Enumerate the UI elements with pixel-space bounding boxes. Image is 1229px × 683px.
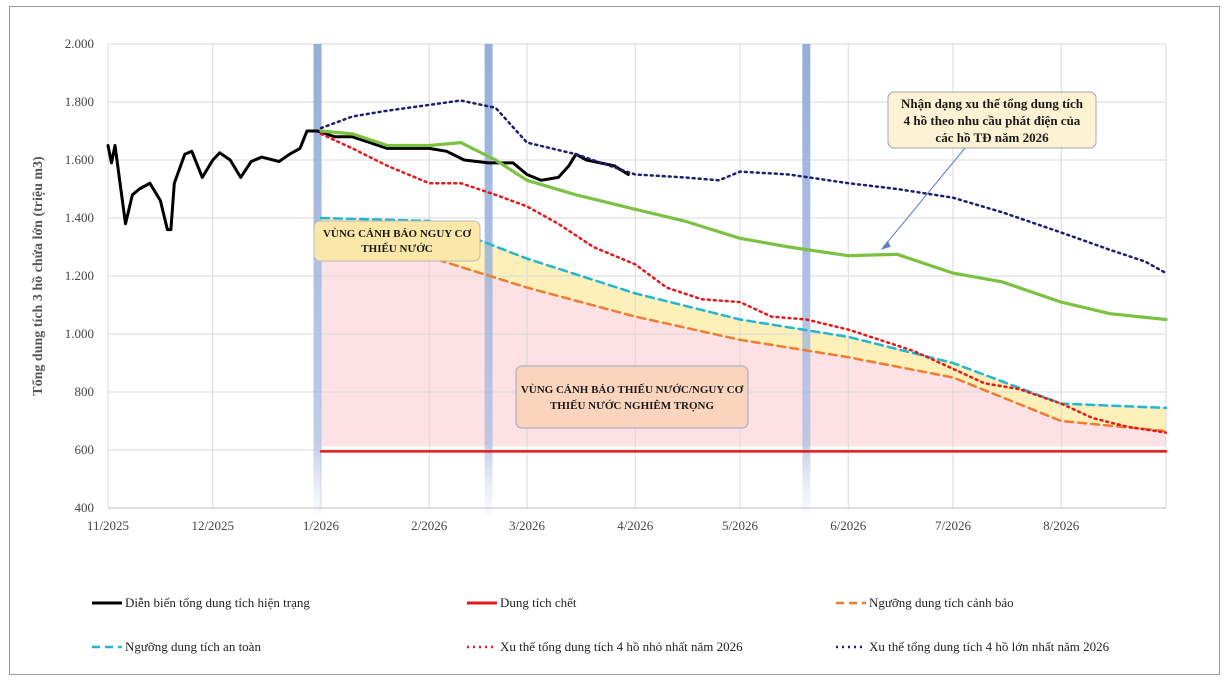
trend-callout-line-2: các hồ TĐ năm 2026 [935, 130, 1049, 145]
y-tick-label: 1.600 [65, 152, 94, 167]
x-tick-label: 6/2026 [830, 518, 867, 533]
vertical-marker [484, 44, 493, 514]
legend-label-4: Xu thế tổng dung tích 4 hồ nhỏ nhất năm … [500, 639, 743, 654]
annotations: Nhận dạng xu thế tổng dung tích 4 hồ theo… [313, 91, 1097, 429]
legend-label-5: Xu thế tổng dung tích 4 hồ lớn nhất năm … [869, 639, 1110, 654]
severe-zone-label-line-0: VÙNG CẢNH BÁO THIẾU NƯỚC/NGUY CƠ [521, 383, 744, 396]
y-tick-label: 1.400 [65, 210, 94, 225]
legend-label-0: Diễn biến tổng dung tích hiện trạng [125, 595, 310, 610]
y-tick-label: 2.000 [65, 36, 94, 51]
x-tick-label: 11/2025 [87, 518, 129, 533]
x-tick-label: 3/2026 [509, 518, 546, 533]
vertical-marker [313, 44, 322, 514]
trend-callout-box [887, 91, 1097, 149]
series-line-5 [319, 99, 1168, 275]
warning-zone-label-line-0: VÙNG CẢNH BÁO NGUY CƠ [323, 228, 472, 240]
y-tick-label: 1.800 [65, 94, 94, 109]
severe-zone-label-box [515, 365, 749, 429]
vertical-markers [313, 44, 811, 514]
y-tick-label: 1.200 [65, 268, 94, 283]
x-tick-label: 7/2026 [935, 518, 972, 533]
warning-zone-label-line-1: THIẾU NƯỚC [361, 242, 432, 255]
severe-zone-label-line-1: THIẾU NƯỚC NGHIÊM TRỌNG [550, 399, 715, 412]
series-line-6 [319, 129, 1168, 322]
x-tick-label: 2/2026 [411, 518, 448, 533]
warning-zone-label-box [313, 220, 481, 262]
x-tick-label: 4/2026 [617, 518, 654, 533]
warning-zone [321, 218, 1166, 432]
series-line-2 [319, 254, 1168, 433]
trend-callout-arrowhead [880, 240, 891, 250]
x-tick-label: 5/2026 [722, 518, 759, 533]
x-tick-label: 12/2025 [191, 518, 234, 533]
series-line-0 [106, 129, 630, 232]
legend-label-2: Ngưỡng dung tích cảnh báo [869, 595, 1014, 610]
legend-label-1: Dung tích chết [500, 595, 577, 610]
y-tick-label: 400 [75, 500, 95, 515]
y-tick-label: 600 [75, 442, 95, 457]
y-tick-label: 800 [75, 384, 95, 399]
vertical-marker [802, 44, 811, 514]
trend-callout-arrow [883, 147, 966, 248]
x-tick-label: 8/2026 [1043, 518, 1080, 533]
legend-label-3: Ngưỡng dung tích an toàn [125, 639, 261, 654]
grid-lines [107, 43, 1167, 509]
trend-callout-line-1: 4 hồ theo nhu cầu phát điện của [904, 113, 1081, 128]
y-axis-label: Tổng dung tích 3 hồ chứa lớn (triệu m3) [31, 156, 46, 396]
series-line-4 [319, 132, 1168, 434]
trend-callout-line-0: Nhận dạng xu thế tổng dung tích [901, 96, 1084, 111]
x-tick-label: 1/2026 [303, 518, 340, 533]
legend: Diễn biến tổng dung tích hiện trạng Dung … [92, 595, 1110, 654]
axes: 400 600 800 1.000 1.200 1.400 1.600 1.800 2.000 1… [65, 36, 1166, 533]
y-tick-label: 1.000 [65, 326, 94, 341]
